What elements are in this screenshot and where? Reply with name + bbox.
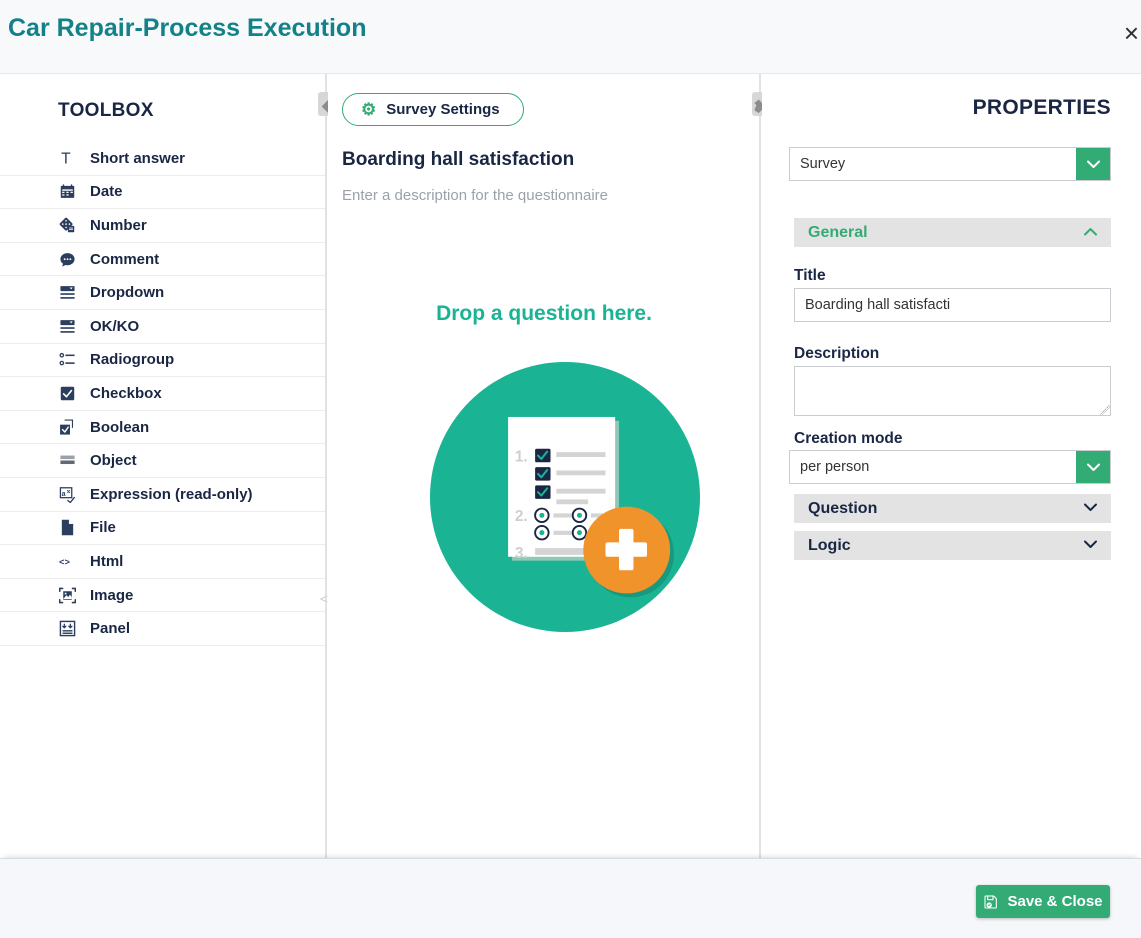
svg-text:<>: <> xyxy=(59,557,71,568)
svg-text:3.: 3. xyxy=(515,545,528,562)
svg-text:T: T xyxy=(61,150,71,167)
svg-text:1.: 1. xyxy=(515,448,528,465)
svg-text:2.: 2. xyxy=(515,508,528,525)
svg-text:a: a xyxy=(61,490,65,498)
